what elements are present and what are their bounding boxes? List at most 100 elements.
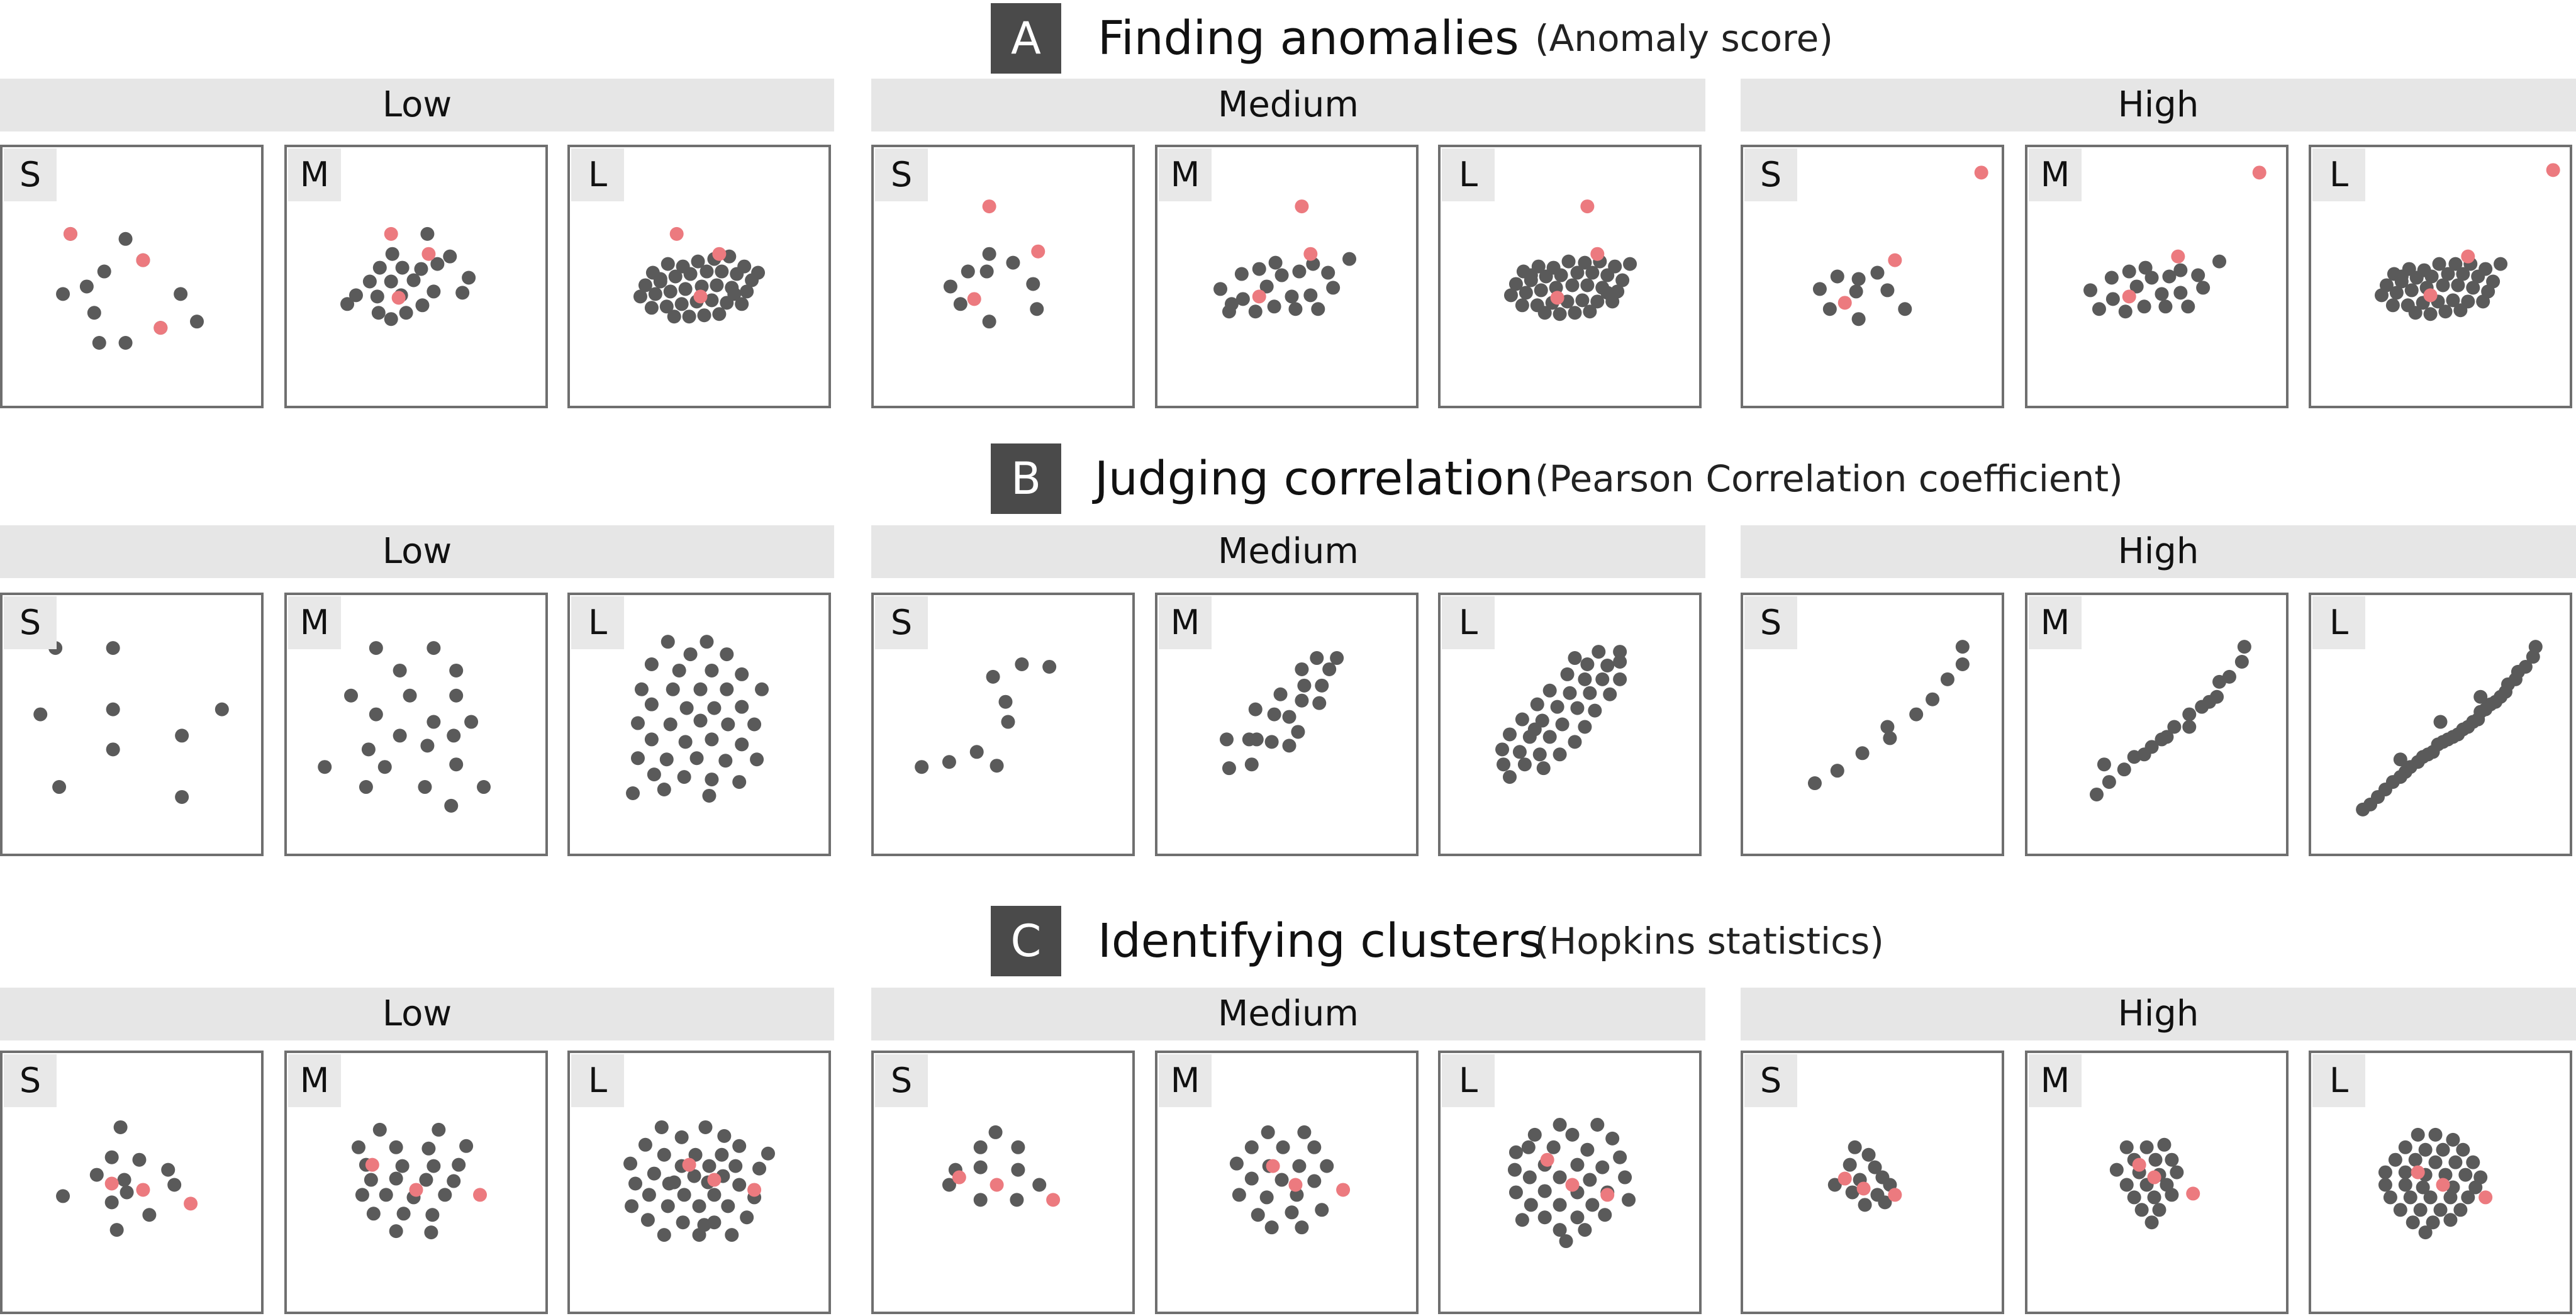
data-point bbox=[1955, 640, 1970, 654]
data-point bbox=[52, 780, 67, 795]
data-point bbox=[372, 260, 387, 275]
data-point bbox=[1858, 1198, 1872, 1212]
data-point bbox=[752, 1161, 767, 1176]
scatter-plot bbox=[318, 641, 491, 813]
highlight-point bbox=[2171, 249, 2185, 264]
data-point bbox=[476, 780, 491, 795]
data-point bbox=[735, 667, 749, 681]
data-point bbox=[2443, 1213, 2458, 1227]
data-point bbox=[1326, 281, 1341, 295]
data-point bbox=[1570, 1210, 1585, 1225]
data-point bbox=[2406, 1215, 2420, 1230]
data-point bbox=[1259, 1190, 1274, 1205]
data-point bbox=[661, 257, 675, 271]
highlight-point bbox=[682, 1157, 696, 1172]
data-point bbox=[1527, 1127, 1542, 1142]
data-point bbox=[1519, 286, 1533, 300]
data-point bbox=[56, 287, 70, 301]
data-point bbox=[697, 308, 711, 323]
data-point bbox=[2476, 294, 2490, 309]
highlight-point bbox=[1888, 253, 1902, 267]
highlight-point bbox=[1580, 199, 1595, 214]
data-point bbox=[106, 702, 120, 717]
data-point bbox=[1297, 1125, 1312, 1139]
data-point bbox=[2122, 264, 2136, 279]
data-point bbox=[693, 682, 708, 696]
data-point bbox=[369, 641, 383, 655]
data-point bbox=[2438, 304, 2453, 319]
data-point bbox=[1537, 1184, 1552, 1198]
data-point bbox=[1267, 299, 1281, 314]
size-tag: L bbox=[1442, 148, 1495, 201]
data-point bbox=[986, 669, 1000, 684]
scatter-panel: S bbox=[871, 145, 1135, 408]
data-point bbox=[1234, 267, 1249, 281]
highlight-point bbox=[2478, 1190, 2493, 1205]
data-point bbox=[1546, 1140, 1561, 1154]
data-point bbox=[702, 1159, 716, 1173]
data-point bbox=[2378, 1178, 2392, 1192]
highlight-point bbox=[1031, 244, 1045, 259]
data-point bbox=[717, 1129, 732, 1143]
data-point bbox=[1268, 255, 1283, 270]
data-point bbox=[2374, 288, 2389, 303]
data-point bbox=[1295, 1220, 1309, 1235]
data-point bbox=[715, 1147, 729, 1162]
data-point bbox=[663, 284, 677, 299]
data-point bbox=[1311, 302, 1325, 316]
data-point bbox=[1307, 1140, 1322, 1154]
data-point bbox=[732, 1139, 747, 1153]
data-point bbox=[1273, 687, 1288, 701]
data-point bbox=[1342, 252, 1357, 266]
data-point bbox=[1868, 1160, 1882, 1174]
data-point bbox=[2446, 293, 2460, 308]
data-point bbox=[389, 1140, 403, 1154]
data-point bbox=[630, 751, 645, 766]
size-tag: M bbox=[2029, 596, 2082, 649]
scatter-panel: L bbox=[2309, 593, 2572, 856]
highlight-point bbox=[2546, 163, 2560, 177]
data-point bbox=[1807, 776, 1822, 791]
data-point bbox=[447, 728, 461, 743]
data-point bbox=[1282, 710, 1296, 724]
data-point bbox=[640, 1213, 655, 1227]
data-point bbox=[667, 1175, 681, 1190]
data-point bbox=[2144, 270, 2159, 285]
highlight-point bbox=[1336, 1183, 1351, 1197]
data-point bbox=[2453, 303, 2468, 318]
data-point bbox=[2526, 650, 2540, 664]
data-point bbox=[1292, 264, 1307, 279]
size-tag: M bbox=[288, 148, 341, 201]
data-point bbox=[1580, 657, 1595, 671]
data-point bbox=[2433, 715, 2448, 729]
data-point bbox=[1553, 1117, 1567, 1132]
scatter-panel: L bbox=[567, 1051, 831, 1314]
data-point bbox=[1010, 1193, 1024, 1207]
data-point bbox=[1553, 1198, 1567, 1212]
data-point bbox=[2102, 775, 2116, 789]
data-point bbox=[1580, 1142, 1595, 1157]
data-point bbox=[190, 315, 204, 329]
data-point bbox=[372, 1122, 387, 1137]
data-point bbox=[1527, 722, 1542, 737]
highlight-point bbox=[982, 199, 996, 214]
data-point bbox=[109, 1223, 124, 1237]
data-point bbox=[1042, 659, 1057, 674]
data-point bbox=[721, 717, 735, 732]
data-point bbox=[443, 249, 457, 264]
data-point bbox=[1495, 742, 1510, 757]
data-point bbox=[702, 788, 716, 803]
size-tag: S bbox=[1744, 1054, 1797, 1107]
highlight-point bbox=[1295, 199, 1309, 214]
data-point bbox=[982, 247, 996, 261]
data-point bbox=[1303, 288, 1318, 303]
section-header: B Judging correlation (Pearson Correlation… bbox=[0, 443, 2576, 516]
data-point bbox=[1522, 1170, 1537, 1185]
data-point bbox=[1575, 293, 1590, 308]
data-point bbox=[1561, 254, 1576, 269]
data-point bbox=[942, 1178, 956, 1192]
data-point bbox=[1026, 277, 1040, 291]
data-point bbox=[1600, 658, 1615, 672]
data-point bbox=[721, 1199, 735, 1213]
data-point bbox=[1880, 720, 1895, 734]
